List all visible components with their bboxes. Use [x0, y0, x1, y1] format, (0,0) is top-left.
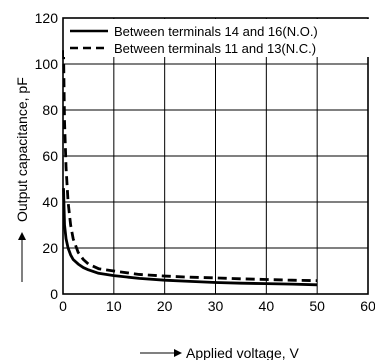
legend-box: [64, 19, 370, 57]
series-line-nc: [62, 50, 318, 283]
plot-frame: [62, 17, 369, 295]
y-tick-label: 100: [35, 56, 59, 72]
series-layer: [62, 50, 318, 287]
x-axis-title: Applied voltage, V: [140, 345, 300, 360]
y-tick-labels: 0 20 40 60 80 100 120: [35, 10, 59, 302]
legend-label-no: Between terminals 14 and 16(N.O.): [114, 24, 318, 39]
x-tick-label: 50: [309, 298, 325, 314]
x-tick-label: 60: [360, 298, 375, 314]
grid: [63, 18, 368, 294]
x-tick-label: 0: [59, 298, 67, 314]
legend: Between terminals 14 and 16(N.O.) Betwee…: [64, 19, 370, 57]
x-axis-label: Applied voltage, V: [186, 345, 300, 360]
y-axis-label: Output capacitance, pF: [14, 77, 30, 222]
series-line-no: [62, 188, 318, 287]
legend-label-nc: Between terminals 11 and 13(N.C.): [114, 41, 316, 56]
y-tick-label: 20: [42, 240, 58, 256]
y-tick-label: 120: [35, 10, 59, 26]
y-tick-label: 80: [42, 102, 58, 118]
x-tick-labels: 0 10 20 30 40 50 60: [59, 298, 375, 314]
x-tick-label: 10: [106, 298, 122, 314]
y-tick-label: 0: [50, 286, 58, 302]
x-tick-label: 40: [259, 298, 275, 314]
x-tick-label: 30: [208, 298, 224, 314]
y-tick-label: 60: [42, 148, 58, 164]
y-axis-title: Output capacitance, pF: [14, 77, 30, 282]
x-tick-label: 20: [157, 298, 173, 314]
y-tick-label: 40: [42, 194, 58, 210]
